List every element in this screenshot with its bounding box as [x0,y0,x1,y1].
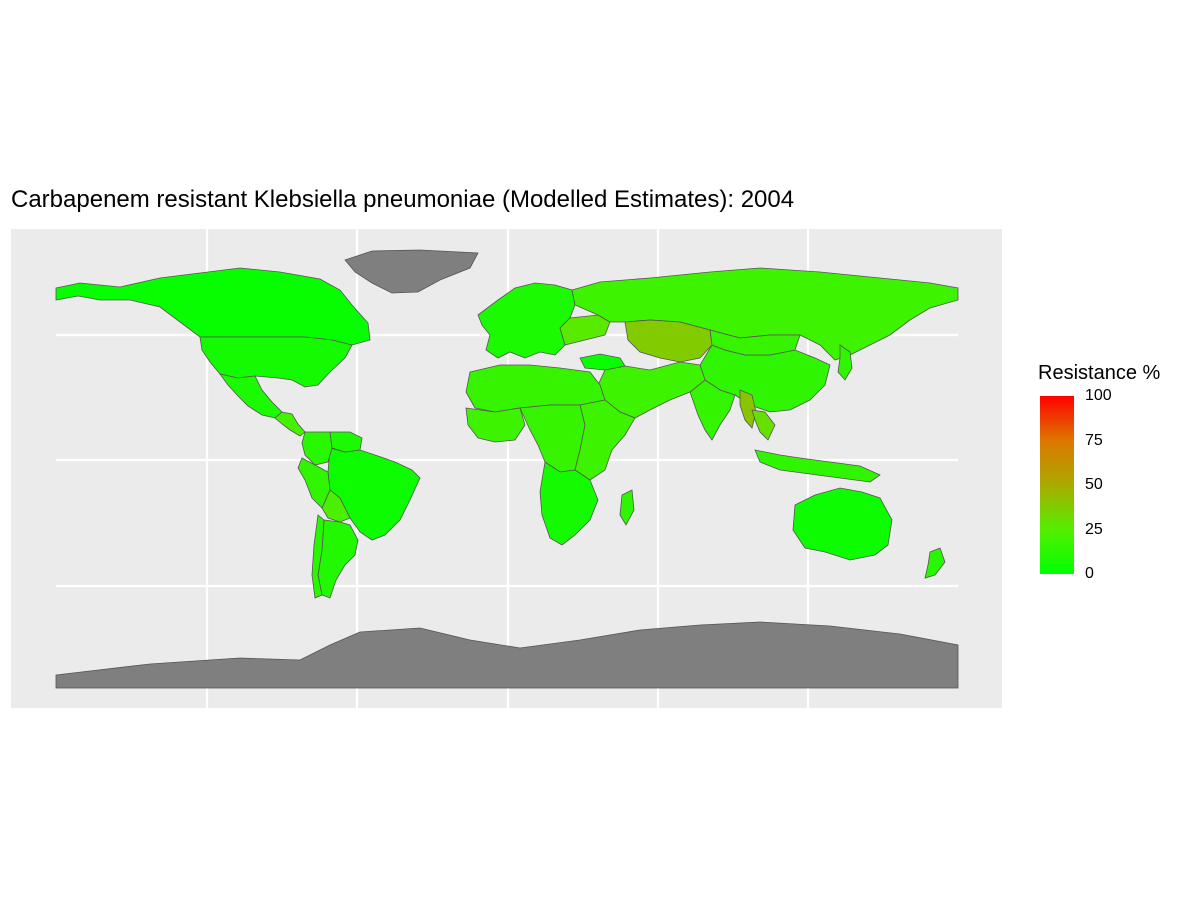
region-greenland [344,249,479,294]
country-regions [55,249,959,689]
legend-colorbar [1040,396,1074,574]
region-mongolia [709,329,801,356]
region-chile [311,514,325,599]
region-turkey [579,353,626,371]
region-indonesia [754,449,881,483]
region-peru [297,457,331,509]
region-antarctica [55,621,959,689]
legend-tick-label: 50 [1085,476,1103,493]
map-title: Carbapenem resistant Klebsiella pneumoni… [11,186,795,213]
region-thailand [751,409,776,441]
legend-title: Resistance % [1038,362,1161,384]
legend-tick-label: 0 [1085,565,1094,582]
region-myanmar [739,389,757,429]
region-united-states [199,336,353,388]
region-new-zealand [924,547,946,579]
region-kazakhstan [624,319,713,363]
region-southern-africa [539,461,599,546]
legend-tick-label: 25 [1085,520,1103,538]
legend-tick-label: 75 [1085,431,1103,449]
region-australia [792,487,893,561]
legend-tick-label: 100 [1085,387,1112,404]
region-india [689,379,736,441]
region-west-africa [465,407,526,443]
region-madagascar [619,489,635,526]
region-japan [837,344,853,381]
region-venezuela [329,431,363,453]
region-east-africa [574,399,636,481]
